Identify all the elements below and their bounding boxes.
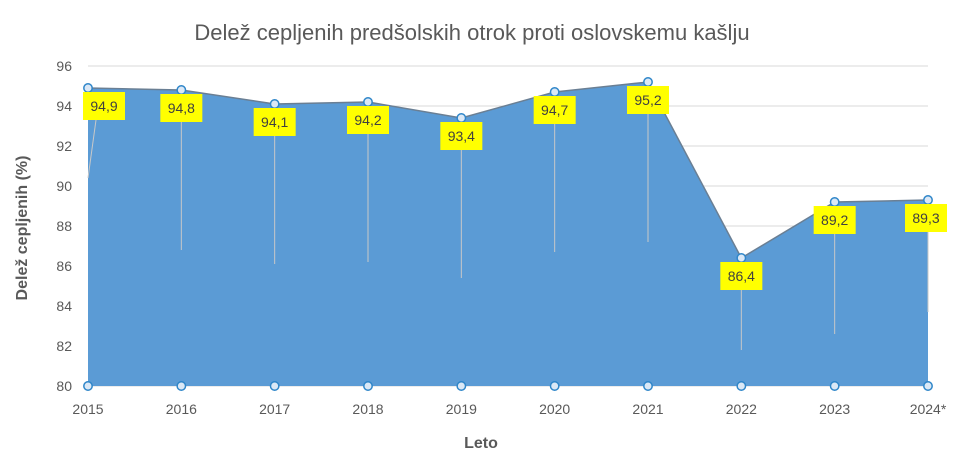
- x-tick-label: 2019: [446, 401, 477, 417]
- data-label: 93,4: [440, 122, 483, 150]
- data-label: 94,1: [253, 108, 296, 136]
- data-point-marker: [829, 197, 840, 207]
- baseline-marker: [269, 381, 280, 391]
- x-axis-title: Leto: [464, 435, 498, 452]
- data-label-box: [720, 262, 763, 290]
- data-label-box: [533, 96, 576, 124]
- data-label-text: 94,2: [354, 112, 381, 128]
- baseline-marker: [83, 381, 93, 391]
- y-tick-label: 92: [56, 138, 72, 154]
- baseline-marker: [643, 381, 653, 391]
- data-label-text: 94,1: [261, 114, 288, 130]
- x-axis-ticks: 2015 2016 2017 2018 2019 2020 2021 2022 2023 2024…: [72, 401, 946, 417]
- baseline-marker: [923, 381, 933, 391]
- y-tick-label: 90: [56, 178, 72, 194]
- data-label-box: [813, 206, 856, 234]
- x-tick-label: 2016: [166, 401, 197, 417]
- y-tick-label: 86: [56, 258, 72, 274]
- baseline-marker: [736, 381, 747, 391]
- area-fill: [88, 82, 928, 386]
- data-point-marker: [456, 113, 467, 123]
- area-series: [87, 81, 929, 386]
- y-tick-label: 88: [56, 218, 72, 234]
- data-point-marker: [176, 85, 187, 95]
- data-point-marker: [643, 77, 653, 87]
- data-label-box: [627, 86, 669, 114]
- y-tick-label: 80: [56, 378, 72, 394]
- data-label: 94,8: [160, 94, 203, 122]
- data-label-text: 89,3: [912, 210, 939, 226]
- data-label: 94,2: [347, 106, 389, 134]
- data-label-text: 94,7: [541, 102, 568, 118]
- data-label-box: [347, 106, 389, 134]
- data-labels: 94,9 94,8 94,1 94,2 93,4 94,7 95,2 86,4 89,2 89,3: [83, 86, 947, 290]
- data-label-box: [905, 204, 947, 232]
- data-point-marker: [269, 99, 280, 109]
- data-label: 95,2: [627, 86, 669, 114]
- baseline-marker: [549, 381, 560, 391]
- data-label-text: 95,2: [634, 92, 661, 108]
- x-tick-label: 2020: [539, 401, 570, 417]
- data-point-marker: [736, 253, 747, 263]
- data-point-marker: [549, 87, 560, 97]
- x-tick-label: 2023: [819, 401, 850, 417]
- x-tick-label: 2018: [352, 401, 383, 417]
- data-label: 89,2: [813, 206, 856, 234]
- x-tick-label: 2024*: [910, 401, 947, 417]
- data-point-marker: [83, 83, 93, 93]
- y-tick-label: 84: [56, 298, 72, 314]
- series-line: [87, 81, 929, 260]
- label-leader-lines: [87, 114, 929, 350]
- data-label-text: 89,2: [821, 212, 848, 228]
- y-axis-title: Delež cepljenih (%): [14, 156, 31, 301]
- data-label: 86,4: [720, 262, 763, 290]
- baseline-marker: [363, 381, 373, 391]
- data-label: 94,7: [533, 96, 576, 124]
- x-tick-label: 2017: [259, 401, 290, 417]
- data-label-box: [83, 92, 125, 120]
- data-label: 89,3: [905, 204, 947, 232]
- data-label-text: 93,4: [448, 128, 475, 144]
- data-label-box: [440, 122, 483, 150]
- y-tick-label: 94: [56, 98, 72, 114]
- leader-line: [87, 119, 97, 179]
- data-label-text: 86,4: [728, 268, 755, 284]
- baseline-marker: [176, 381, 187, 391]
- x-tick-label: 2015: [72, 401, 103, 417]
- data-label-box: [253, 108, 296, 136]
- y-tick-label: 96: [56, 58, 72, 74]
- data-label-text: 94,9: [90, 98, 117, 114]
- baseline-marker: [829, 381, 840, 391]
- x-tick-label: 2022: [726, 401, 757, 417]
- data-point-marker: [923, 195, 933, 205]
- x-tick-label: 2021: [632, 401, 663, 417]
- chart-title: Delež cepljenih predšolskih otrok proti …: [194, 20, 749, 45]
- baseline-marker: [456, 381, 467, 391]
- y-tick-label: 82: [56, 338, 72, 354]
- data-label-text: 94,8: [168, 100, 195, 116]
- y-axis-ticks: 80 82 84 86 88 90 92 94 96: [56, 58, 72, 394]
- data-point-marker: [363, 97, 373, 107]
- data-label-box: [160, 94, 203, 122]
- data-label: 94,9: [83, 92, 125, 120]
